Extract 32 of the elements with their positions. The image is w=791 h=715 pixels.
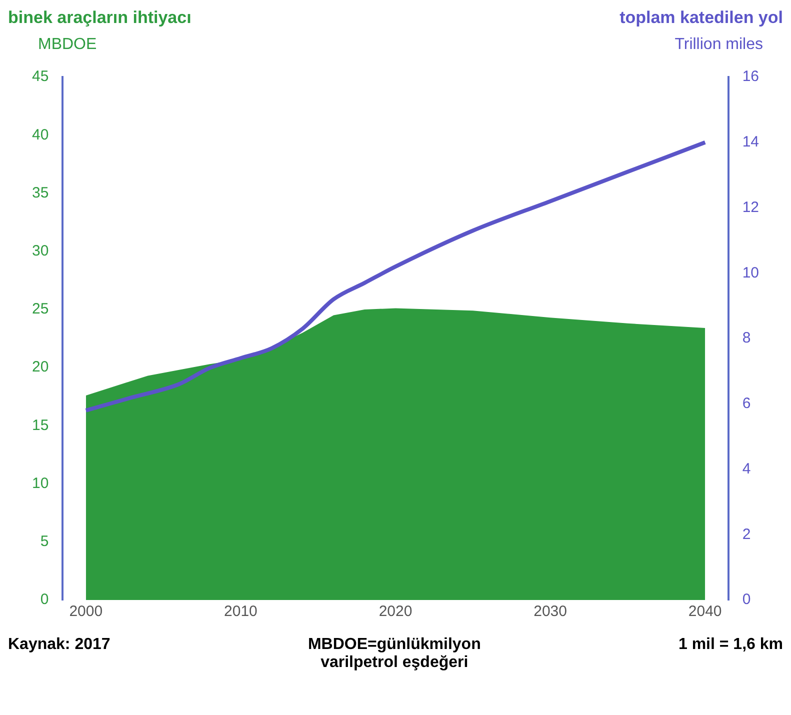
y2-tick-label: 0 — [742, 591, 751, 608]
y2-tick-label: 10 — [742, 264, 760, 282]
text: binek araçların ihtiyacı — [8, 8, 192, 28]
text: 1 mil = 1,6 km — [678, 636, 783, 654]
y-tick-label: 10 — [32, 474, 49, 492]
y2-tick-label: 4 — [742, 460, 751, 478]
x-tick-label: 2010 — [224, 603, 258, 620]
y-tick-label: 25 — [32, 300, 49, 318]
text: Kaynak: 2017 — [8, 636, 110, 654]
y-tick-label: 20 — [32, 358, 49, 376]
y-tick-label: 45 — [32, 68, 49, 86]
line-series — [84, 140, 708, 412]
y-axis-title: MBDOE — [38, 36, 97, 54]
y2-tick-label: 8 — [742, 330, 751, 347]
y2-tick-label: 16 — [742, 68, 760, 86]
y2-tick-label: 14 — [742, 134, 760, 151]
y-tick-label: 40 — [32, 126, 49, 144]
y-tick-label: 30 — [32, 242, 49, 260]
y-tick-label: 5 — [40, 533, 49, 550]
x-tick-label: 2040 — [688, 603, 722, 620]
x-tick-label: 2020 — [378, 603, 412, 620]
x-tick-label: 2030 — [534, 603, 567, 620]
y2-tick-label: 6 — [742, 395, 751, 412]
y-tick-label: 35 — [32, 184, 49, 202]
text: MBDOE=günlükmilyon varilpetrol eşdeğeri — [306, 636, 482, 672]
y2-tick-label: 2 — [742, 526, 751, 543]
y2-axis-title: Trillion miles — [674, 36, 763, 54]
y-tick-label: 0 — [40, 591, 49, 608]
y2-tick-label: 12 — [742, 198, 760, 216]
text: toplam katedilen yol — [620, 8, 783, 28]
y-tick-label: 15 — [32, 416, 49, 434]
x-tick-label: 2000 — [69, 603, 103, 620]
